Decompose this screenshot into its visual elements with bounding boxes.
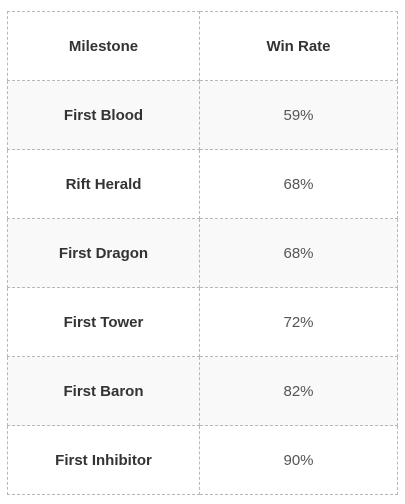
header-win-rate: Win Rate	[199, 11, 398, 81]
table-row: First Baron 82%	[7, 356, 398, 426]
milestone-cell: First Baron	[7, 356, 200, 426]
table-row: First Blood 59%	[7, 80, 398, 150]
milestone-cell: First Inhibitor	[7, 425, 200, 495]
table-row: First Tower 72%	[7, 287, 398, 357]
table-row: First Dragon 68%	[7, 218, 398, 288]
table-row: First Inhibitor 90%	[7, 425, 398, 495]
milestone-cell: First Blood	[7, 80, 200, 150]
win-rate-cell: 68%	[199, 149, 398, 219]
win-rate-cell: 82%	[199, 356, 398, 426]
milestone-cell: Rift Herald	[7, 149, 200, 219]
table-header: Milestone Win Rate	[7, 11, 398, 81]
win-rate-cell: 90%	[199, 425, 398, 495]
table-row: Rift Herald 68%	[7, 149, 398, 219]
milestone-cell: First Dragon	[7, 218, 200, 288]
win-rate-cell: 68%	[199, 218, 398, 288]
header-milestone: Milestone	[7, 11, 200, 81]
milestone-cell: First Tower	[7, 287, 200, 357]
table-body: First Blood 59% Rift Herald 68% First Dr…	[7, 80, 398, 495]
milestone-win-rate-table-container: Milestone Win Rate First Blood 59% Rift …	[7, 11, 398, 495]
win-rate-cell: 59%	[199, 80, 398, 150]
header-row: Milestone Win Rate	[7, 11, 398, 81]
win-rate-cell: 72%	[199, 287, 398, 357]
milestone-win-rate-table: Milestone Win Rate First Blood 59% Rift …	[7, 11, 398, 495]
